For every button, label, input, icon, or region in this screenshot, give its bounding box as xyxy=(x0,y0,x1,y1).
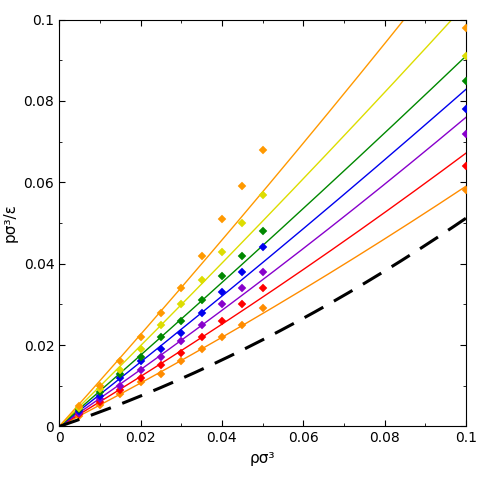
Y-axis label: pσ³/ε: pσ³/ε xyxy=(3,204,18,242)
X-axis label: ρσ³: ρσ³ xyxy=(250,451,276,466)
